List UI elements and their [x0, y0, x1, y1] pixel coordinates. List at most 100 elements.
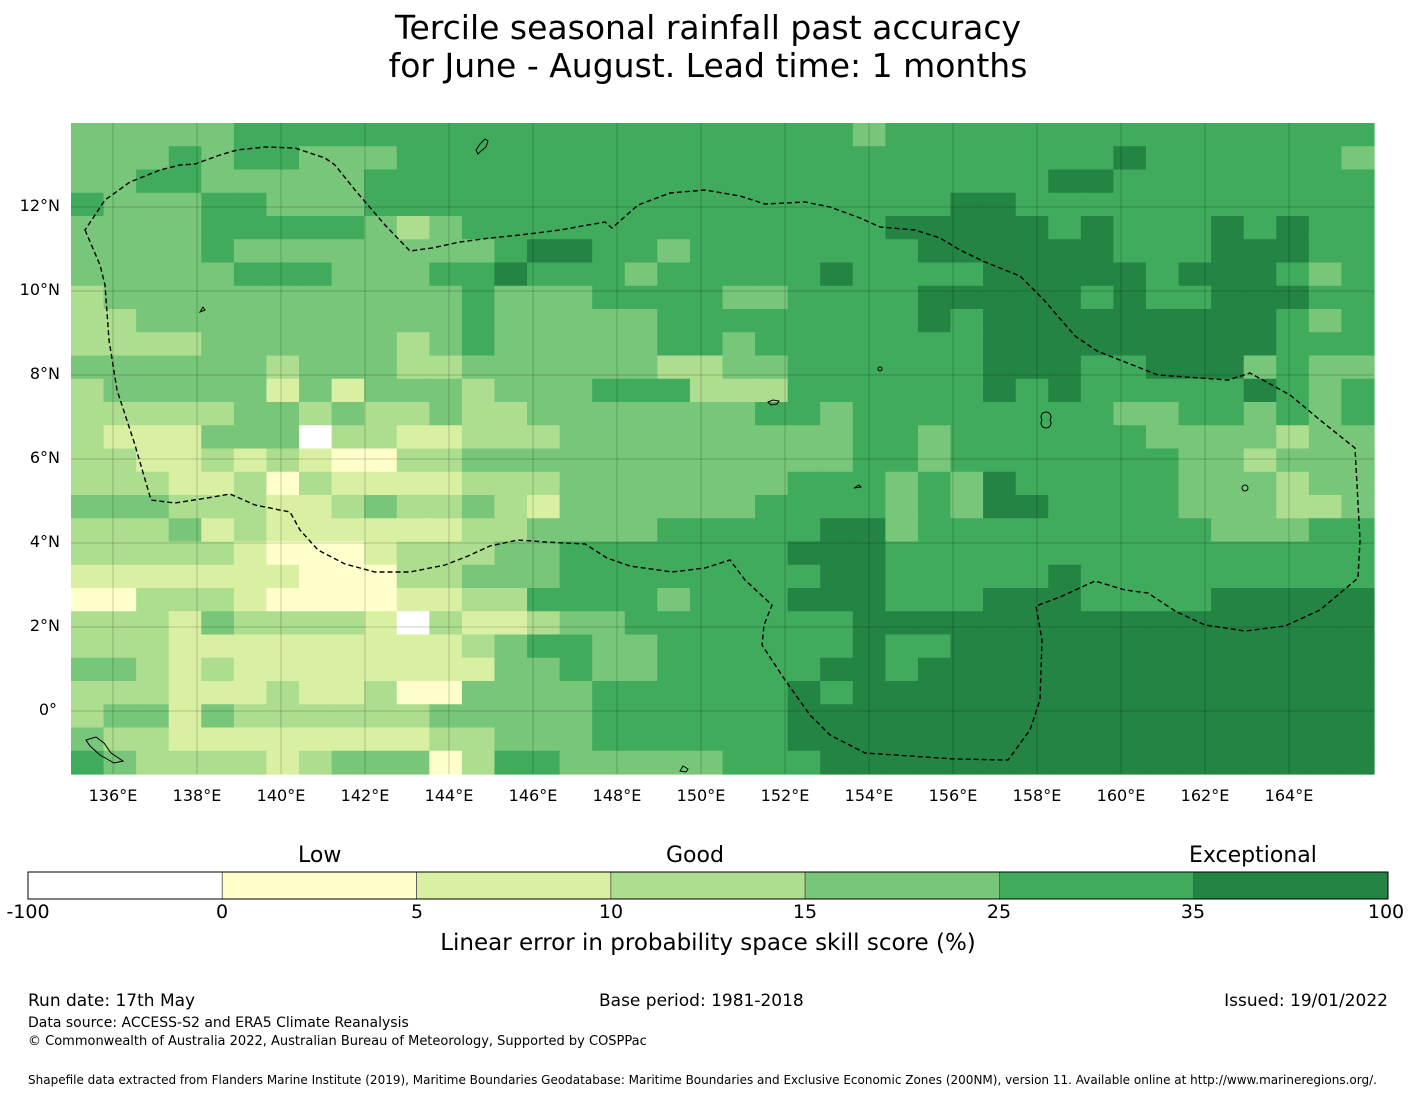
grid-cell [1211, 123, 1245, 147]
grid-cell [136, 471, 170, 496]
grid-cell [592, 285, 626, 310]
grid-cell [1276, 564, 1310, 589]
grid-cell [299, 611, 333, 636]
grid-cell [233, 378, 268, 403]
grid-cell [983, 471, 1017, 496]
grid-cell [201, 727, 235, 752]
grid-cell [722, 332, 756, 357]
grid-cell [331, 750, 365, 775]
grid-cell [885, 518, 919, 543]
grid-cell [1048, 262, 1082, 287]
grid-cell [1276, 425, 1310, 450]
grid-cell [1243, 169, 1277, 194]
lat-tick-8N: 8°N [29, 364, 60, 383]
grid-cell [364, 681, 398, 705]
grid-cell [787, 192, 821, 217]
grid-cell [266, 564, 300, 589]
grid-cell [592, 518, 626, 543]
grid-cell [1243, 634, 1277, 659]
grid-cell [1178, 332, 1212, 357]
grid-cell [983, 564, 1017, 589]
lat-tick-4N: 4°N [29, 532, 60, 551]
grid-cell [1113, 309, 1147, 333]
grid-cell [364, 634, 398, 659]
grid-cell [722, 588, 756, 612]
colorbar-segment [1193, 871, 1389, 900]
island-outline [1241, 484, 1249, 492]
grid-cell [592, 192, 626, 217]
grid-cell [1048, 611, 1082, 636]
grid-cell [233, 471, 268, 496]
grid-cell [852, 564, 886, 589]
grid-cell [364, 448, 398, 473]
grid-cell [1243, 495, 1277, 519]
grid-cell [689, 541, 724, 566]
grid-cell [1015, 727, 1049, 752]
grid-cell [168, 495, 202, 519]
grid-cell [396, 425, 430, 450]
grid-cell [1308, 588, 1343, 612]
grid-cell [429, 425, 463, 450]
grid-cell [787, 169, 821, 194]
grid-cell [494, 448, 528, 473]
grid-cell [1015, 518, 1049, 543]
base-period: Base period: 1981-2018 [599, 991, 804, 1011]
grid-cell [461, 146, 496, 171]
grid-cell [1276, 123, 1310, 147]
grid-cell [1113, 448, 1147, 473]
grid-cell [1341, 588, 1375, 612]
grid-cell [1178, 634, 1212, 659]
grid-cell [168, 192, 202, 217]
grid-cell [1080, 216, 1115, 240]
grid-cell [1080, 355, 1115, 380]
grid-cell [266, 239, 300, 264]
grid-cell [950, 704, 984, 729]
grid-cell [527, 239, 561, 264]
grid-cell [494, 425, 528, 450]
grid-cell [527, 541, 561, 566]
grid-cell [1308, 192, 1343, 217]
grid-cell [461, 681, 496, 705]
grid-cell [1178, 750, 1212, 775]
grid-cell [624, 448, 658, 473]
grid-cell [364, 657, 398, 682]
lon-tick-148E: 148°E [592, 786, 642, 805]
grid-cell [1276, 704, 1310, 729]
grid-cell [1080, 518, 1115, 543]
grid-cell [689, 146, 724, 171]
grid-cell [820, 704, 854, 729]
grid-cell [71, 657, 105, 682]
grid-cell [885, 332, 919, 357]
grid-cell [1015, 448, 1049, 473]
grid-cell [1080, 192, 1115, 217]
grid-cell [71, 495, 105, 519]
grid-cell [201, 355, 235, 380]
grid-cell [559, 541, 593, 566]
grid-cell [461, 448, 496, 473]
grid-cell [168, 657, 202, 682]
grid-cell [1080, 564, 1115, 589]
grid-cell [266, 518, 300, 543]
grid-cell [494, 588, 528, 612]
grid-cell [266, 146, 300, 171]
grid-cell [1211, 634, 1245, 659]
grid-cell [559, 378, 593, 403]
grid-cell [233, 123, 268, 147]
colorbar-tick-5: 5 [410, 901, 424, 923]
grid-cell [103, 402, 137, 426]
grid-cell [103, 471, 137, 496]
grid-cell [1243, 541, 1277, 566]
grid-cell [299, 657, 333, 682]
grid-cell [396, 285, 430, 310]
grid-cell [233, 216, 268, 240]
grid-cell [983, 355, 1017, 380]
grid-cell [592, 309, 626, 333]
grid-cell [1211, 169, 1245, 194]
skill-grid [71, 123, 1375, 775]
grid-cell [722, 146, 756, 171]
grid-cell [852, 402, 886, 426]
lon-tick-152E: 152°E [760, 786, 810, 805]
shapefile-credit: Shapefile data extracted from Flanders M… [28, 1073, 1377, 1087]
grid-cell [299, 564, 333, 589]
grid-cell [689, 750, 724, 775]
